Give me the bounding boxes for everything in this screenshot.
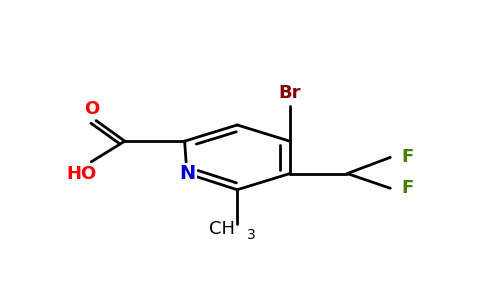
Text: F: F	[401, 179, 413, 197]
Text: N: N	[179, 164, 195, 183]
Text: 3: 3	[247, 228, 256, 242]
Text: CH: CH	[209, 220, 235, 238]
Text: F: F	[401, 148, 413, 166]
Text: O: O	[84, 100, 99, 118]
Text: Br: Br	[279, 84, 301, 102]
Text: HO: HO	[67, 165, 97, 183]
